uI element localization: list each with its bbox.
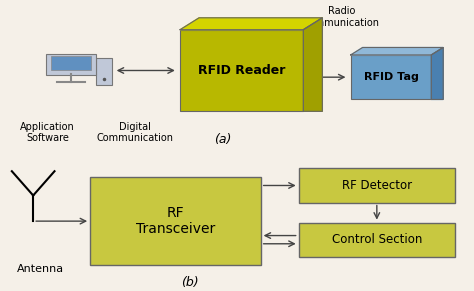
FancyBboxPatch shape [96, 58, 112, 85]
Text: RFID Reader: RFID Reader [198, 64, 285, 77]
Text: Radio
Communication: Radio Communication [303, 6, 380, 28]
FancyBboxPatch shape [180, 30, 303, 111]
FancyBboxPatch shape [51, 56, 91, 70]
Text: Digital
Communication: Digital Communication [97, 122, 173, 143]
FancyBboxPatch shape [299, 223, 455, 257]
Polygon shape [303, 18, 322, 111]
Text: Antenna: Antenna [17, 264, 64, 274]
FancyBboxPatch shape [46, 54, 96, 75]
Text: RFID Tag: RFID Tag [364, 72, 419, 82]
Polygon shape [351, 47, 443, 55]
FancyBboxPatch shape [90, 177, 261, 265]
Text: (a): (a) [214, 133, 231, 146]
Text: RF
Transceiver: RF Transceiver [136, 206, 215, 236]
Polygon shape [180, 18, 322, 30]
FancyBboxPatch shape [299, 168, 455, 203]
Text: Application
Software: Application Software [20, 122, 75, 143]
Text: Control Section: Control Section [332, 233, 422, 246]
Text: (b): (b) [181, 276, 199, 289]
Polygon shape [431, 47, 443, 100]
FancyBboxPatch shape [351, 55, 431, 100]
Text: RF Detector: RF Detector [342, 179, 412, 192]
